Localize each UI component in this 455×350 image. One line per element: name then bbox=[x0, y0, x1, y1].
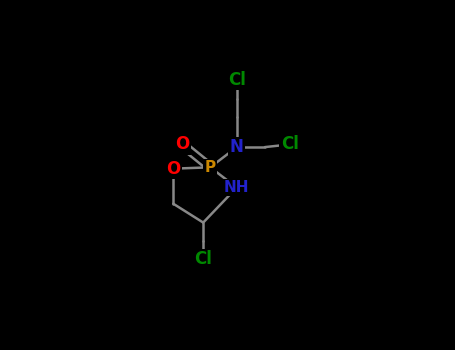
Text: NH: NH bbox=[224, 180, 249, 195]
Text: N: N bbox=[230, 138, 243, 156]
Text: P: P bbox=[205, 160, 216, 175]
Text: Cl: Cl bbox=[194, 250, 212, 268]
Text: Cl: Cl bbox=[281, 135, 298, 153]
Text: Cl: Cl bbox=[228, 71, 246, 89]
Text: O: O bbox=[166, 160, 180, 178]
Text: O: O bbox=[175, 135, 189, 153]
